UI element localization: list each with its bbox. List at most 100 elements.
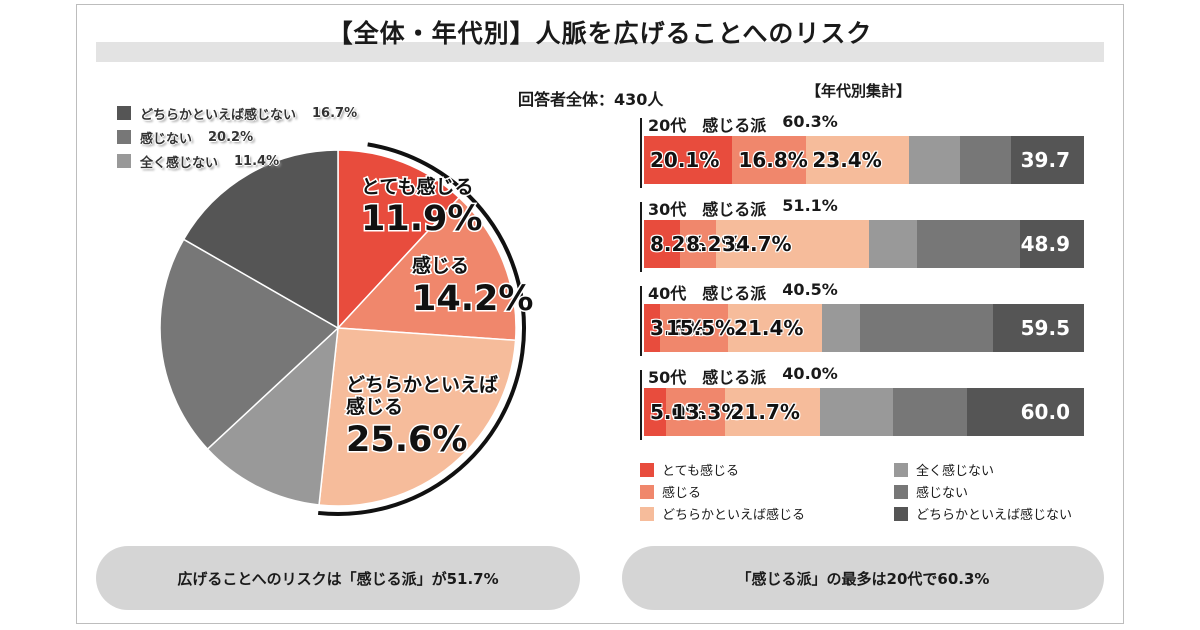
age-row-header: 50代 感じる派 40.0% [648, 364, 854, 388]
group-label: 感じる派 [702, 284, 767, 303]
bar-legend-label: とても感じる [662, 464, 739, 479]
pie-legend-value: 16.7% [312, 105, 358, 121]
pie-value-somewhat: 25.6% [346, 420, 467, 460]
age-row-header: 30代 感じる派 51.1% [648, 196, 854, 220]
age-row-header: 20代 感じる派 60.3% [648, 112, 854, 136]
bar-legend-label: 全く感じない [916, 464, 995, 479]
group-value: 40.0% [782, 364, 838, 383]
age-row-50s: 50代 感じる派 40.0% 5.0% 13.3% 21.7% 60.0 [640, 364, 1084, 448]
stacked-bar [644, 388, 1084, 436]
seg-feel [680, 220, 717, 268]
seg-somewhat-none [967, 388, 1084, 436]
bar-label-negative: 48.9 [1020, 232, 1070, 256]
pie-legend-value: 11.4% [234, 153, 280, 169]
seg-somewhat [806, 136, 910, 184]
age-heading: 【年代別集計】 [806, 82, 912, 100]
age-bar-chart: 20代 感じる派 60.3% 20.1% 16.8% 23.4% 39.7 30… [640, 112, 1084, 448]
bar-label-feel: 13.3% [672, 400, 742, 424]
age-row-20s: 20代 感じる派 60.3% 20.1% 16.8% 23.4% 39.7 [640, 112, 1084, 196]
stacked-bar [644, 136, 1084, 184]
pie-slice-none [159, 238, 340, 451]
pie-value-feel: 14.2% [412, 279, 533, 319]
title-underline-bar [96, 42, 1104, 62]
seg-strong [644, 136, 733, 184]
pie-legend-item: 全く感じない 11.4% [117, 149, 357, 173]
bar-label-negative: 59.5 [1020, 316, 1070, 340]
pie-legend-label: 全く感じない [140, 155, 219, 171]
seg-somewhat [724, 388, 820, 436]
bar-label-feel: 8.2% [686, 232, 742, 256]
seg-none-at-all [868, 220, 918, 268]
pie-label-somewhat-2: 感じる [346, 395, 403, 418]
seg-none [892, 388, 968, 436]
bar-label-feel: 16.8% [738, 148, 808, 172]
bar-legend-label: どちらかといえば感じる [662, 508, 806, 523]
seg-somewhat-none [1010, 136, 1084, 184]
seg-somewhat-none [993, 304, 1084, 352]
legend-swatch [640, 506, 654, 521]
legend-swatch [117, 154, 131, 168]
feel-group-arc [317, 142, 526, 516]
bar-legend-label: 感じる [662, 486, 702, 501]
bar-legend-label: 感じない [916, 486, 969, 501]
bar-label-feel: 15.5% [665, 316, 736, 340]
age-label: 50代 [648, 368, 687, 387]
seg-none-at-all [909, 136, 960, 184]
bar-label-strong: 20.1% [650, 148, 720, 172]
bar-label-strong: 8.2% [650, 232, 706, 256]
seg-somewhat [716, 220, 869, 268]
pie-slice-somewhat [318, 327, 517, 507]
legend-swatch [117, 130, 131, 144]
seg-strong [644, 304, 660, 352]
pie-slice-somewhat-none [182, 149, 339, 330]
bar-label-somewhat: 21.7% [730, 400, 800, 424]
bar-legend-label: どちらかといえば感じない [916, 508, 1073, 523]
age-label: 30代 [648, 200, 687, 219]
group-value: 60.3% [782, 112, 838, 131]
summary-age: 「感じる派」の最多は20代で60.3% [622, 546, 1104, 610]
age-row-40s: 40代 感じる派 40.5% 3.6% 15.5% 21.4% 59.5 [640, 280, 1084, 364]
group-value: 51.1% [782, 196, 838, 215]
seg-none [917, 220, 1020, 268]
pie-legend-value: 20.2% [208, 129, 254, 145]
bar-label-strong: 3.6% [650, 316, 706, 340]
group-label: 感じる派 [702, 116, 767, 135]
row-axis-line [640, 118, 642, 188]
pie-legend-label: どちらかといえば感じない [140, 107, 297, 123]
respondent-total: 回答者全体：430人 [518, 90, 664, 109]
bar-label-negative: 39.7 [1020, 148, 1070, 172]
group-label: 感じる派 [702, 368, 767, 387]
age-label: 40代 [648, 284, 687, 303]
page-title: 【全体・年代別】人脈を広げることへのリスク [327, 19, 873, 48]
legend-swatch [894, 484, 908, 499]
pie-label-feel: 感じる [412, 254, 469, 277]
bar-legend-item: どちらかといえば感じない [894, 504, 1072, 523]
legend-swatch [894, 506, 908, 521]
row-axis-line [640, 370, 642, 440]
pie-label-somewhat-1: どちらかといえば [346, 374, 498, 396]
bar-label-somewhat: 21.4% [734, 316, 804, 340]
bar-label-strong: 5.0% [650, 400, 706, 424]
bar-legend-item: 全く感じない [894, 460, 994, 479]
seg-somewhat [728, 304, 823, 352]
stacked-bar [644, 220, 1084, 268]
pie-legend-label: 感じない [140, 131, 193, 147]
legend-swatch [640, 462, 654, 477]
pie-label-strong: とても感じる [361, 175, 473, 198]
group-label: 感じる派 [702, 200, 767, 219]
bar-label-somewhat: 23.4% [812, 148, 882, 172]
seg-feel [666, 388, 725, 436]
bar-label-somewhat: 34.7% [722, 232, 792, 256]
bar-legend-item: どちらかといえば感じる [640, 504, 805, 523]
age-row-header: 40代 感じる派 40.5% [648, 280, 854, 304]
seg-none-at-all [819, 388, 893, 436]
pie-legend: どちらかといえば感じない 16.7% 感じない 20.2% 全く感じない 11.… [117, 101, 357, 173]
summary-overall: 広げることへのリスクは「感じる派」が51.7% [96, 546, 580, 610]
seg-strong [644, 388, 666, 436]
seg-strong [644, 220, 681, 268]
bar-label-negative: 60.0 [1020, 400, 1070, 424]
bar-legend-item: 感じない [894, 482, 968, 501]
legend-swatch [640, 484, 654, 499]
seg-none [860, 304, 994, 352]
